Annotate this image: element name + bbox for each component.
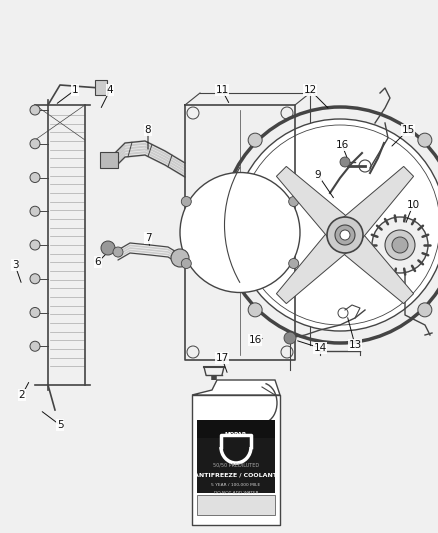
- Polygon shape: [338, 221, 413, 304]
- Text: 5 YEAR / 100,000 MILE: 5 YEAR / 100,000 MILE: [212, 483, 261, 487]
- Text: ANTIFREEZE / COOLANT: ANTIFREEZE / COOLANT: [194, 472, 278, 478]
- Circle shape: [289, 197, 299, 206]
- Text: 12: 12: [304, 85, 317, 95]
- Circle shape: [289, 259, 299, 269]
- Bar: [197, 420, 275, 493]
- Text: 10: 10: [406, 200, 420, 210]
- Circle shape: [30, 274, 40, 284]
- Circle shape: [385, 230, 415, 260]
- Polygon shape: [276, 228, 360, 304]
- Bar: [197, 495, 275, 515]
- Circle shape: [30, 308, 40, 318]
- Circle shape: [340, 230, 350, 240]
- Circle shape: [113, 247, 123, 257]
- Bar: [197, 420, 275, 438]
- Circle shape: [340, 157, 350, 167]
- Circle shape: [284, 332, 296, 344]
- Circle shape: [30, 105, 40, 115]
- Circle shape: [30, 173, 40, 182]
- Circle shape: [248, 303, 262, 317]
- Text: 15: 15: [401, 125, 415, 135]
- Text: 6: 6: [95, 257, 101, 267]
- Text: 13: 13: [348, 340, 362, 350]
- Text: 5: 5: [57, 420, 64, 430]
- Text: 4: 4: [107, 85, 113, 95]
- Text: 16: 16: [336, 140, 349, 150]
- Text: 8: 8: [145, 125, 151, 135]
- Polygon shape: [192, 380, 280, 395]
- Circle shape: [30, 341, 40, 351]
- Text: 17: 17: [215, 353, 229, 363]
- Text: 16: 16: [248, 335, 261, 345]
- Circle shape: [372, 217, 428, 273]
- Circle shape: [418, 133, 432, 147]
- Text: 50/50 PREDILUTED: 50/50 PREDILUTED: [213, 463, 259, 467]
- Circle shape: [101, 241, 115, 255]
- Circle shape: [180, 173, 300, 293]
- Polygon shape: [331, 166, 413, 242]
- Circle shape: [335, 225, 355, 245]
- Bar: [100, 152, 118, 168]
- Text: DO NOT ADD WATER: DO NOT ADD WATER: [214, 491, 258, 495]
- Text: 7: 7: [145, 233, 151, 243]
- Text: 14: 14: [313, 343, 327, 353]
- Circle shape: [327, 217, 363, 253]
- Polygon shape: [276, 166, 352, 249]
- Text: 3: 3: [12, 260, 18, 270]
- Circle shape: [181, 259, 191, 269]
- Text: 1: 1: [72, 85, 78, 95]
- Circle shape: [248, 133, 262, 147]
- Circle shape: [171, 249, 189, 267]
- Bar: [95, 80, 107, 95]
- Circle shape: [30, 206, 40, 216]
- Circle shape: [30, 139, 40, 149]
- Circle shape: [234, 119, 438, 331]
- Text: MOPAR: MOPAR: [225, 432, 247, 437]
- Circle shape: [181, 197, 191, 206]
- Circle shape: [30, 240, 40, 250]
- Circle shape: [392, 237, 408, 253]
- Text: 2: 2: [19, 390, 25, 400]
- Text: 9: 9: [314, 170, 321, 180]
- Circle shape: [418, 303, 432, 317]
- Bar: [192, 395, 280, 525]
- Text: 11: 11: [215, 85, 229, 95]
